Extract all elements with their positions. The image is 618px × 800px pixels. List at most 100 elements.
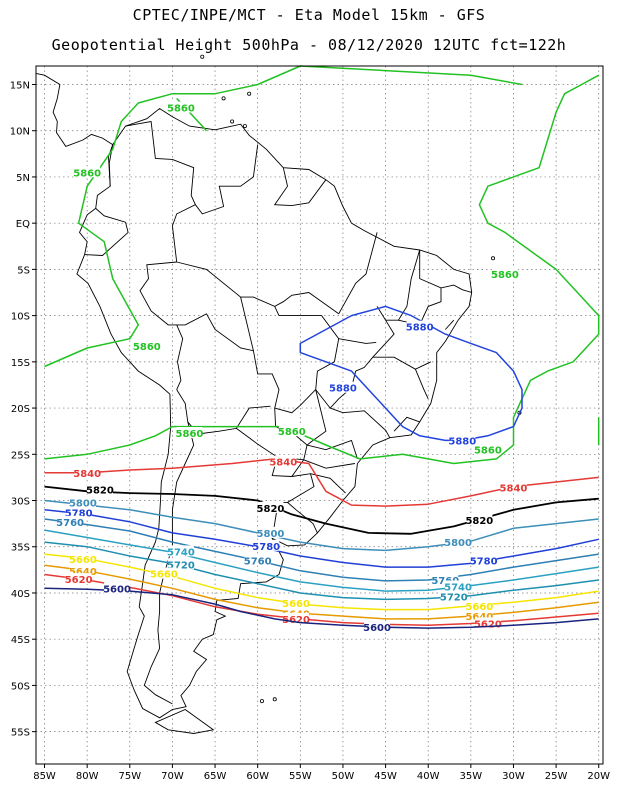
contour-5800: [45, 501, 599, 551]
island-outline: [273, 698, 276, 701]
lon-tick-label: 70W: [161, 771, 184, 782]
lat-tick-label: 15N: [10, 80, 30, 91]
contour-5740: [45, 530, 599, 591]
lat-tick-label: EQ: [16, 219, 30, 230]
state-border: [241, 297, 254, 351]
contour-5620: [45, 575, 599, 626]
contour-label-5720: 5720: [440, 593, 468, 604]
contour-label-5860: 5860: [176, 429, 204, 440]
lat-tick-label: 15S: [11, 358, 30, 369]
contour-label-5880: 5880: [406, 323, 434, 334]
contour-label-5860: 5860: [474, 446, 502, 457]
map-frame: [36, 66, 603, 764]
contour-label-5820: 5820: [86, 485, 114, 496]
island-outline: [260, 700, 263, 703]
state-border: [275, 306, 339, 412]
contour-label-5820: 5820: [257, 504, 285, 515]
contour-label-5880: 5880: [329, 384, 357, 395]
contour-label-5880: 5880: [448, 436, 476, 447]
lat-tick-label: 40S: [11, 589, 30, 600]
lat-tick-label: 55S: [11, 728, 30, 739]
state-border: [311, 474, 346, 493]
axes: 15N 10N 5N EQ 5S 10S 15S 20S 25S 30S 35S 40S 45S 50S 5…: [10, 80, 610, 782]
state-border: [373, 357, 416, 369]
lon-tick-label: 85W: [33, 771, 56, 782]
state-border: [330, 408, 390, 438]
lon-tick-label: 80W: [76, 771, 99, 782]
contour-label-5660: 5660: [150, 570, 178, 581]
lon-tick-label: 50W: [332, 771, 355, 782]
lon-tick-label: 75W: [118, 771, 141, 782]
lat-tick-label: 5N: [16, 173, 30, 184]
land-outlines: [36, 55, 521, 733]
contour-label-5600: 5600: [363, 623, 391, 634]
lon-tick-label: 55W: [289, 771, 312, 782]
contour-label-5600: 5600: [103, 584, 131, 595]
contour-label-5800: 5800: [444, 538, 472, 549]
lat-tick-label: 50S: [11, 681, 30, 692]
contour-label-5620: 5620: [474, 619, 502, 630]
state-border: [307, 390, 357, 459]
lon-tick-label: 45W: [374, 771, 397, 782]
contour-label-5780: 5780: [470, 557, 498, 568]
tierra-del-fuego-outline: [155, 710, 213, 734]
south-america-coastline: [77, 109, 472, 718]
contours: 5860586058605860586058605860588058805880…: [45, 66, 599, 634]
lat-tick-label: 45S: [11, 635, 30, 646]
contour-label-5740: 5740: [167, 547, 195, 558]
lon-tick-label: 65W: [204, 771, 227, 782]
contour-label-5620: 5620: [65, 575, 93, 586]
contour-label-5860: 5860: [491, 270, 519, 281]
contour-label-5860: 5860: [278, 427, 306, 438]
lon-tick-label: 25W: [545, 771, 568, 782]
lon-tick-label: 60W: [246, 771, 269, 782]
lat-tick-label: 25S: [11, 450, 30, 461]
island-outline: [222, 97, 225, 100]
country-border: [177, 314, 279, 408]
country-border: [126, 122, 196, 263]
lat-tick-label: 35S: [11, 543, 30, 554]
contour-label-5820: 5820: [465, 516, 493, 527]
contour-label-5660: 5660: [69, 555, 97, 566]
lon-tick-label: 20W: [587, 771, 610, 782]
contour-label-5840: 5840: [269, 458, 297, 469]
contour-label-5860: 5860: [133, 342, 161, 353]
contour-5860: [45, 66, 523, 367]
state-border: [415, 362, 430, 399]
lat-tick-label: 10S: [11, 312, 30, 323]
contour-label-5760: 5760: [244, 557, 272, 568]
contour-label-5860: 5860: [73, 168, 101, 179]
lon-tick-label: 35W: [460, 771, 483, 782]
lat-tick-label: 20S: [11, 404, 30, 415]
contour-label-5800: 5800: [257, 529, 285, 540]
island-outline: [201, 55, 204, 58]
contour-label-5780: 5780: [252, 542, 280, 553]
lat-tick-label: 5S: [17, 265, 30, 276]
contour-label-5840: 5840: [73, 469, 101, 480]
contour-label-5760: 5760: [56, 518, 84, 529]
state-border: [339, 232, 377, 313]
state-border: [420, 250, 472, 293]
country-border: [140, 262, 183, 390]
island-outline: [491, 257, 494, 260]
state-border: [386, 250, 420, 320]
contour-label-5860: 5860: [167, 104, 195, 115]
contour-5780: [45, 510, 599, 567]
lon-tick-label: 40W: [417, 771, 440, 782]
island-outline: [231, 120, 234, 123]
island-outline: [248, 92, 251, 95]
central-america-coastline: [36, 73, 113, 146]
state-border: [398, 288, 441, 325]
lat-tick-label: 30S: [11, 497, 30, 508]
contour-5660: [45, 554, 599, 610]
state-border: [445, 320, 454, 329]
country-border: [195, 145, 257, 214]
state-border: [339, 339, 377, 344]
contour-label-5840: 5840: [500, 484, 528, 495]
lat-tick-label: 10N: [10, 127, 30, 138]
island-outline: [243, 124, 246, 127]
grid: [36, 66, 603, 764]
lon-tick-label: 30W: [502, 771, 525, 782]
country-border: [275, 168, 326, 206]
